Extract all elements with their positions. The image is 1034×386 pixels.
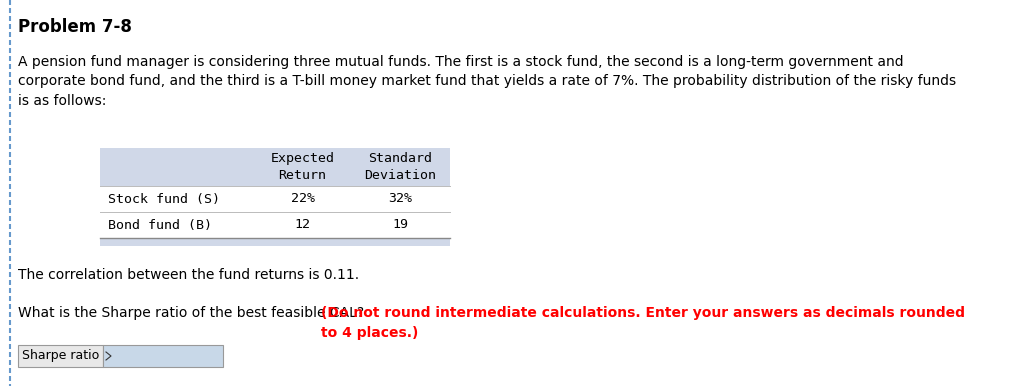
Text: 22%: 22% <box>291 193 314 205</box>
Text: Problem 7-8: Problem 7-8 <box>18 18 132 36</box>
Bar <box>100 238 450 246</box>
Text: What is the Sharpe ratio of the best feasible CAL?: What is the Sharpe ratio of the best fea… <box>18 306 368 320</box>
Bar <box>18 345 103 367</box>
Text: 19: 19 <box>392 218 408 232</box>
Text: Expected
Return: Expected Return <box>271 152 335 182</box>
Bar <box>103 345 223 367</box>
Text: A pension fund manager is considering three mutual funds. The first is a stock f: A pension fund manager is considering th… <box>18 55 956 108</box>
Text: Sharpe ratio: Sharpe ratio <box>22 349 99 362</box>
Text: 32%: 32% <box>388 193 412 205</box>
Text: Stock fund (S): Stock fund (S) <box>108 193 220 205</box>
Bar <box>100 148 450 186</box>
Text: (Do not round intermediate calculations. Enter your answers as decimals rounded
: (Do not round intermediate calculations.… <box>322 306 966 340</box>
Bar <box>100 212 450 238</box>
Text: Bond fund (B): Bond fund (B) <box>108 218 212 232</box>
Text: Standard
Deviation: Standard Deviation <box>364 152 436 182</box>
Text: 12: 12 <box>295 218 310 232</box>
Bar <box>100 186 450 212</box>
Text: The correlation between the fund returns is 0.11.: The correlation between the fund returns… <box>18 268 359 282</box>
